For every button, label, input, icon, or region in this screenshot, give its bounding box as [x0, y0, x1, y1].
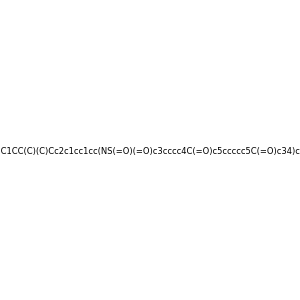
Text: O=C1CC(C)(C)Cc2c1cc1cc(NS(=O)(=O)c3cccc4C(=O)c5ccccc5C(=O)c34)ccc21: O=C1CC(C)(C)Cc2c1cc1cc(NS(=O)(=O)c3cccc4… [0, 147, 300, 156]
